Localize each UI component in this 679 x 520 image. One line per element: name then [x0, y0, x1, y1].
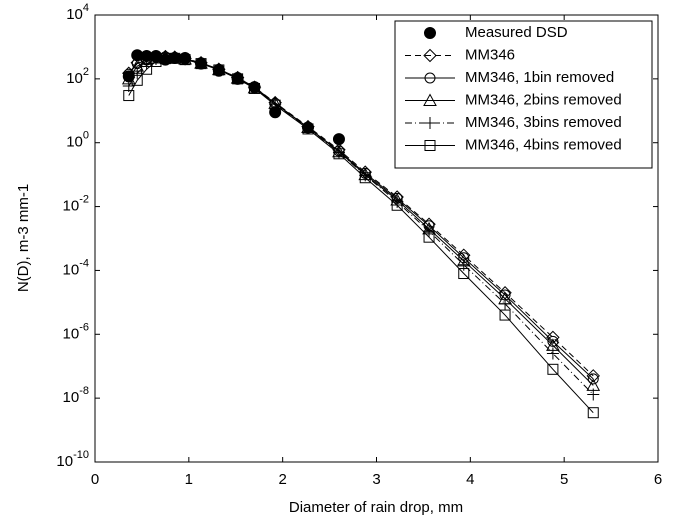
marker: [159, 53, 171, 65]
marker: [232, 73, 244, 85]
marker: [587, 407, 599, 419]
x-tick-label: 6: [654, 471, 662, 488]
y-tick-label: 10-10: [56, 449, 89, 470]
x-tick-label: 2: [278, 471, 286, 488]
marker: [547, 335, 559, 347]
marker: [499, 309, 511, 321]
legend-marker: [424, 27, 436, 39]
x-tick-label: 0: [91, 471, 99, 488]
marker: [302, 123, 314, 135]
marker: [333, 148, 345, 160]
y-tick-label: 10-2: [63, 193, 89, 214]
marker: [131, 74, 143, 86]
x-tick-label: 1: [185, 471, 193, 488]
legend-label: MM346, 4bins removed: [465, 136, 622, 153]
marker: [141, 63, 153, 75]
legend-label: Measured DSD: [465, 24, 568, 41]
y-tick-label: 10-4: [63, 257, 89, 278]
marker: [123, 68, 135, 80]
marker: [359, 172, 371, 184]
legend-marker: [423, 48, 437, 63]
marker: [150, 55, 162, 67]
legend-label: MM346, 3bins removed: [465, 114, 622, 131]
marker: [195, 58, 207, 70]
marker: [423, 225, 436, 238]
y-axis-label: N(D), m-3 mm-1: [15, 184, 32, 292]
y-tick-label: 102: [66, 66, 89, 87]
marker: [587, 388, 600, 401]
marker: [213, 64, 225, 76]
legend-label: MM346, 2bins removed: [465, 91, 622, 108]
y-tick-label: 100: [66, 130, 89, 151]
legend-marker: [423, 93, 437, 106]
marker: [179, 54, 191, 66]
marker: [499, 297, 512, 310]
legend-marker: [424, 117, 436, 129]
marker: [359, 169, 372, 182]
legend-label: MM346: [465, 46, 515, 63]
legend-box: [394, 20, 653, 169]
series-line: [128, 57, 594, 414]
marker: [546, 330, 560, 345]
legend-label: MM346, 1bin removed: [465, 69, 614, 86]
x-tick-label: 4: [466, 471, 474, 488]
marker: [391, 199, 403, 211]
marker: [122, 79, 135, 92]
marker: [249, 82, 261, 94]
marker: [458, 268, 470, 280]
series-line: [128, 56, 594, 377]
marker: [423, 231, 435, 243]
y-tick-label: 10-6: [63, 321, 89, 342]
marker: [123, 90, 135, 102]
y-tick-label: 10-8: [63, 385, 89, 406]
marker: [332, 133, 345, 146]
x-tick-label: 3: [372, 471, 380, 488]
x-axis-label: Diameter of rain drop, mm: [289, 499, 463, 516]
marker: [586, 369, 600, 383]
y-tick-label: 104: [66, 2, 89, 23]
legend-marker: [424, 72, 436, 84]
marker: [546, 347, 559, 360]
marker: [587, 373, 599, 385]
marker: [269, 99, 281, 111]
legend-marker: [424, 140, 436, 151]
marker: [547, 363, 559, 375]
x-tick-label: 5: [560, 471, 568, 488]
